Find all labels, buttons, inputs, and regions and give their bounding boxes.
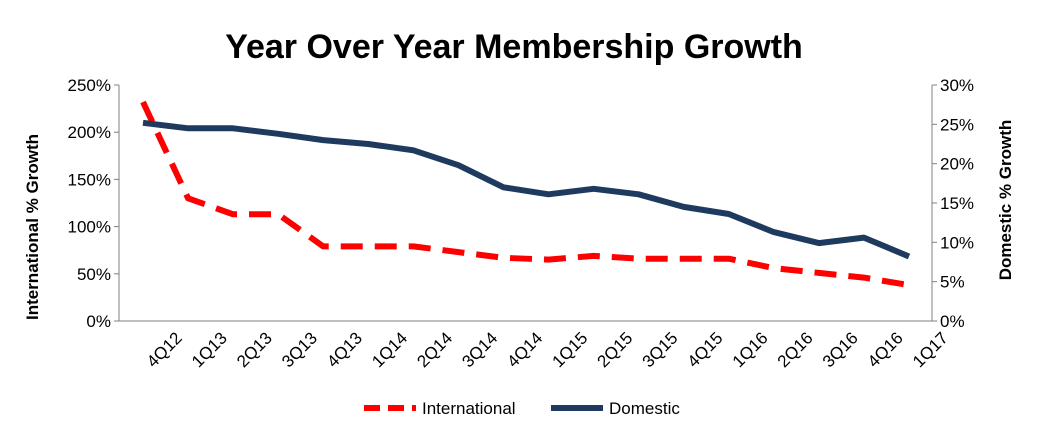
left-y-axis: 0% 50% 100% 150% 200% 250%: [68, 76, 120, 331]
x-tick-label: 2Q13: [233, 328, 276, 371]
right-tick-label: 30%: [940, 76, 974, 95]
series-line-international: [140, 100, 910, 289]
x-tick-label: 4Q16: [864, 328, 907, 371]
left-tick-label: 150%: [68, 170, 111, 189]
legend-label-domestic: Domestic: [609, 399, 680, 418]
right-tick-label: 20%: [940, 155, 974, 174]
left-tick-label: 250%: [68, 76, 111, 95]
series-line-domestic: [142, 119, 911, 260]
legend-label-international: International: [422, 399, 516, 418]
left-tick-label: 100%: [68, 218, 111, 237]
x-tick-label: 1Q17: [909, 328, 952, 371]
left-tick-label: 0%: [86, 312, 111, 331]
x-tick-label: 3Q14: [458, 328, 501, 371]
x-tick-label: 2Q16: [774, 328, 817, 371]
x-tick-label: 1Q15: [549, 328, 592, 371]
x-tick-label: 2Q14: [413, 328, 456, 371]
x-tick-label: 1Q14: [368, 328, 411, 371]
x-tick-label: 4Q13: [323, 328, 366, 371]
x-tick-label: 1Q16: [729, 328, 772, 371]
right-tick-label: 25%: [940, 115, 974, 134]
left-tick-label: 50%: [77, 265, 111, 284]
x-tick-label: 4Q15: [684, 328, 727, 371]
right-tick-label: 10%: [940, 233, 974, 252]
x-tick-label: 3Q15: [639, 328, 682, 371]
right-y-axis: 0% 5% 10% 15% 20% 25% 30%: [931, 76, 974, 331]
x-tick-label: 4Q14: [503, 328, 546, 371]
x-tick-label: 3Q16: [819, 328, 862, 371]
x-tick-label: 1Q13: [188, 328, 231, 371]
chart-title: Year Over Year Membership Growth: [225, 28, 803, 66]
right-tick-label: 0%: [940, 312, 965, 331]
left-tick-label: 200%: [68, 123, 111, 142]
series-layer: [140, 100, 911, 289]
x-tick-label: 4Q12: [143, 328, 186, 371]
right-axis-title: Domestic % Growth: [996, 120, 1015, 281]
legend: International Domestic: [364, 399, 680, 418]
left-axis-title: International % Growth: [23, 134, 42, 320]
x-tick-label: 3Q13: [278, 328, 321, 371]
right-tick-label: 5%: [940, 273, 965, 292]
right-tick-label: 15%: [940, 194, 974, 213]
x-tick-label: 2Q15: [594, 328, 637, 371]
x-axis: 4Q12 1Q13 2Q13 3Q13 4Q13 1Q14 2Q14 3Q14 4Q14 1Q15…: [119, 320, 952, 371]
